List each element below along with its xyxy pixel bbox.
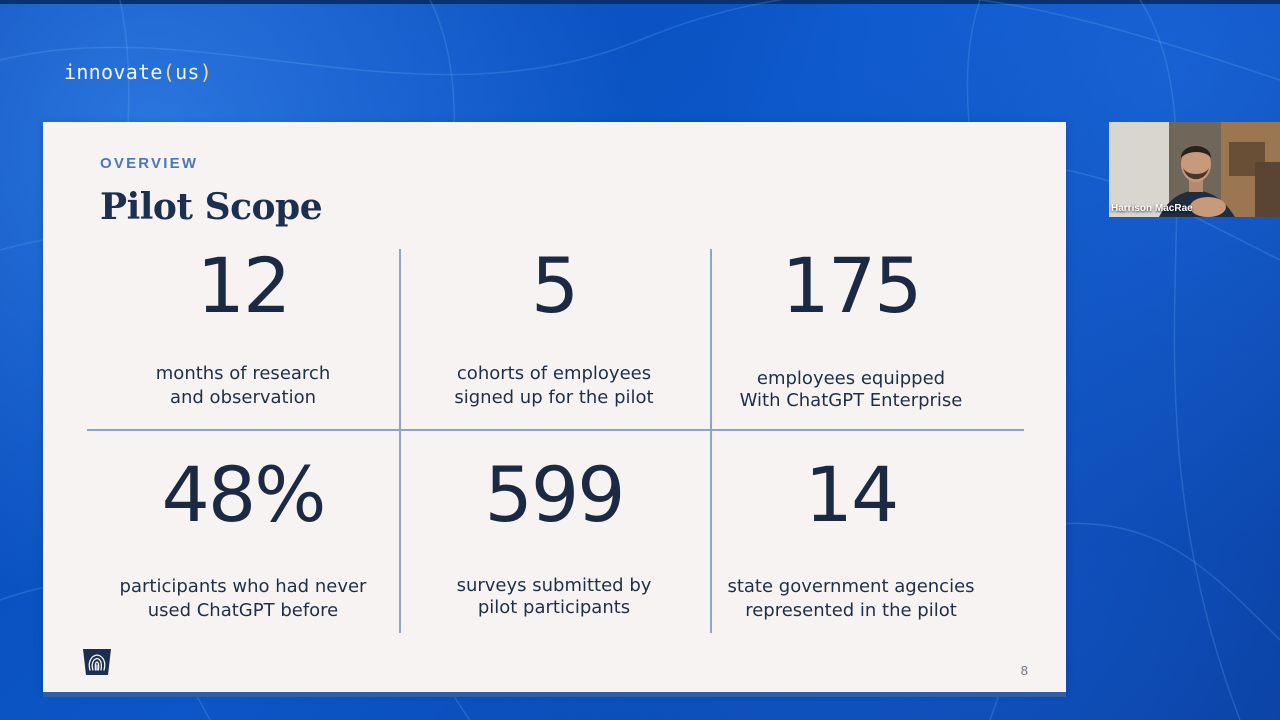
stat-value: 14	[804, 450, 900, 539]
stat-label: employees equipped With ChatGPT Enterpri…	[739, 368, 963, 411]
stat-label: surveys submitted by pilot participants	[456, 575, 652, 618]
stat-label: cohorts of employees signed up for the p…	[454, 363, 654, 408]
brand-close-paren: )	[199, 60, 213, 84]
stat-employees-equipped: 175 employees equipped With ChatGPT Ente…	[696, 248, 1006, 412]
stat-surveys-submitted: 599 surveys submitted by pilot participa…	[399, 457, 709, 619]
stat-cohorts: 5 cohorts of employees signed up for the…	[399, 248, 709, 410]
keystone-fingerprint-icon	[83, 649, 111, 675]
stat-value: 12	[196, 241, 292, 330]
stat-research-months: 12 months of research and observation	[88, 248, 398, 410]
grid-divider-horizontal	[87, 429, 1024, 431]
innovate-us-brand: innovate(us)	[64, 60, 212, 84]
stat-value: 175	[781, 241, 922, 330]
brand-word: us	[175, 60, 200, 84]
stat-label: participants who had never used ChatGPT …	[119, 576, 367, 621]
participant-name-label: Harrison MacRae	[1111, 203, 1193, 214]
participant-video-tile[interactable]: Harrison MacRae	[1109, 122, 1280, 217]
grid-divider-vertical-left	[399, 249, 401, 633]
stat-agencies-represented: 14 state government agencies represented…	[696, 457, 1006, 623]
window-top-strip	[0, 0, 1280, 4]
brand-prefix: innovate	[64, 60, 163, 84]
slide-eyebrow: OVERVIEW	[100, 155, 199, 172]
slide-title: Pilot Scope	[100, 186, 323, 228]
stat-label: state government agencies represented in…	[727, 576, 975, 621]
stat-label: months of research and observation	[155, 363, 331, 408]
stat-value: 48%	[161, 450, 327, 539]
participant-video-feed	[1109, 122, 1280, 217]
page-number: 8	[1020, 663, 1028, 678]
slide-bottom-accent	[43, 692, 1066, 697]
stat-value: 5	[530, 241, 579, 330]
stat-value: 599	[484, 450, 625, 539]
brand-open-paren: (	[162, 60, 176, 84]
grid-divider-vertical-right	[710, 249, 712, 633]
stat-never-used-percent: 48% participants who had never used Chat…	[88, 457, 398, 623]
presentation-slide: OVERVIEW Pilot Scope 12 months of resear…	[43, 122, 1066, 692]
